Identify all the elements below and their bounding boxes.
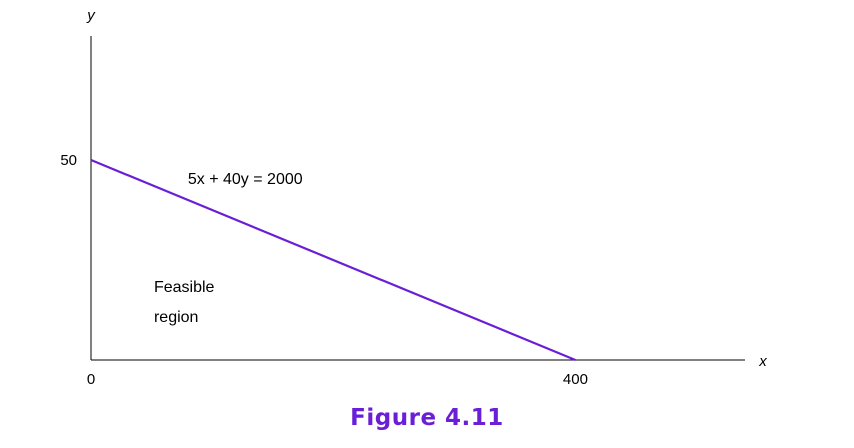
x-tick-label: 400 xyxy=(563,371,588,388)
figure-caption: Figure 4.11 xyxy=(350,405,504,431)
feasible-region-label-line2: region xyxy=(154,309,198,326)
feasible-region-label-line1: Feasible xyxy=(154,279,215,296)
ticks-layer: 0 400 50 xyxy=(60,152,588,388)
x-tick-label: 0 xyxy=(87,371,95,388)
y-tick-label: 50 xyxy=(60,152,77,169)
x-axis-variable-label: x xyxy=(758,353,767,370)
series-layer xyxy=(90,158,576,362)
axes xyxy=(90,36,745,361)
constraint-line-1 xyxy=(90,158,576,362)
y-axis-variable-label: y xyxy=(86,7,96,24)
constraint-equation-label: 5x + 40y = 2000 xyxy=(188,171,303,188)
chart-area: 0 400 50 y x 5x + 40y = 2000 Feasible regi… xyxy=(60,7,767,388)
